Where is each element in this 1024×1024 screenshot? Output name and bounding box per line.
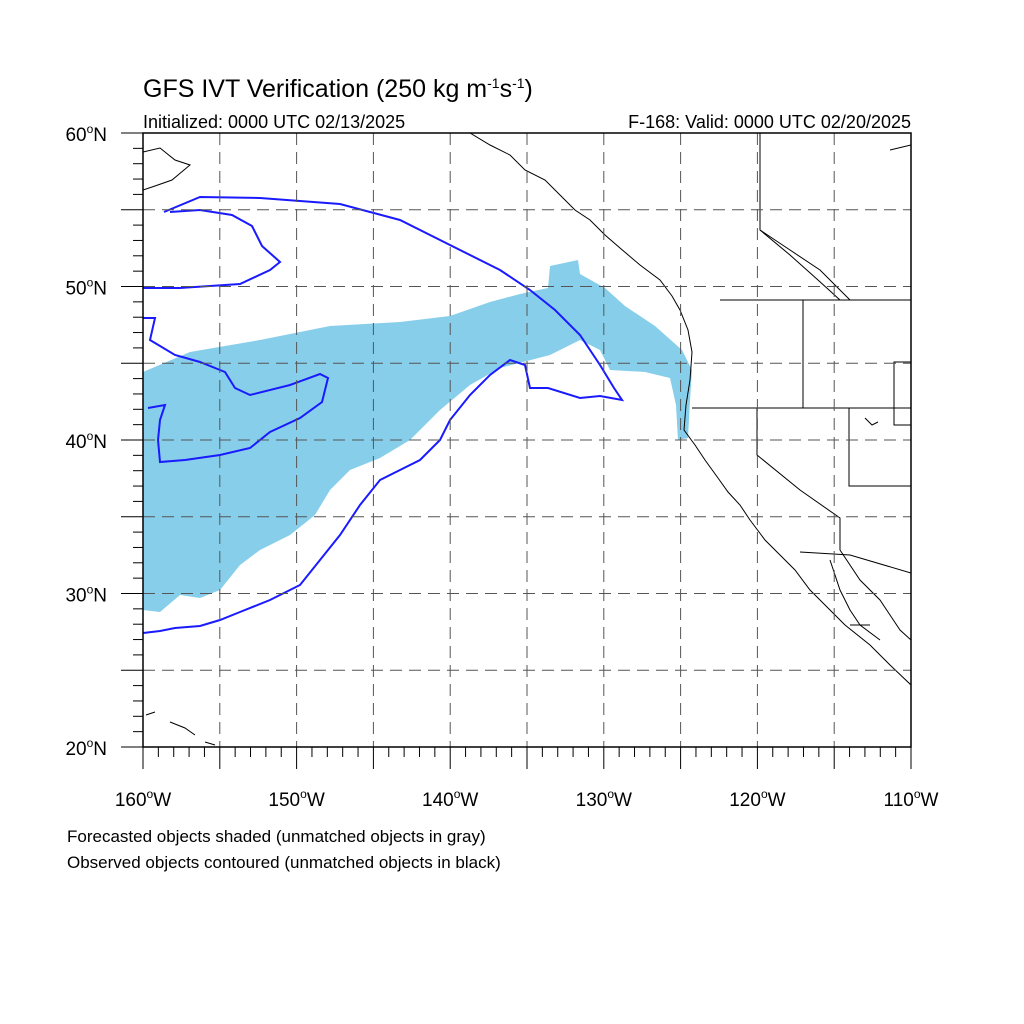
lat-label: 60oN [65, 122, 107, 146]
grid-lines [143, 133, 911, 747]
coastlines [143, 133, 911, 746]
initialized-label: Initialized: 0000 UTC 02/13/2025 [143, 112, 405, 132]
lat-label: 30oN [65, 583, 107, 607]
lon-label: 130oW [576, 787, 632, 811]
map-title: GFS IVT Verification (250 kg m-1s-1) [143, 75, 533, 103]
lon-label: 150oW [268, 787, 324, 811]
lon-label: 160oW [115, 787, 171, 811]
lon-label: 110oW [884, 787, 939, 811]
lon-label: 140oW [422, 787, 478, 811]
plot-area [143, 133, 911, 746]
plot-frame [142, 132, 912, 748]
lat-label: 40oN [65, 429, 107, 453]
observed-object-closed-contour [143, 208, 282, 289]
valid-label: F-168: Valid: 0000 UTC 02/20/2025 [628, 112, 911, 132]
longitude-labels: 160oW 150oW 140oW 130oW 120oW 110oW [115, 787, 939, 811]
observed-object-west-contour [143, 317, 330, 464]
lat-label: 50oN [65, 276, 107, 300]
observed-object-north-contour [143, 195, 625, 634]
minor-ticks [121, 132, 912, 769]
footer-observed-note: Observed objects contoured (unmatched ob… [67, 853, 501, 872]
lat-label: 20oN [65, 736, 107, 760]
latitude-labels: 60oN 50oN 40oN 30oN 20oN [65, 122, 107, 760]
lon-label: 120oW [729, 787, 785, 811]
footer-forecast-note: Forecasted objects shaded (unmatched obj… [67, 827, 486, 846]
forecast-object-shade [143, 260, 692, 612]
